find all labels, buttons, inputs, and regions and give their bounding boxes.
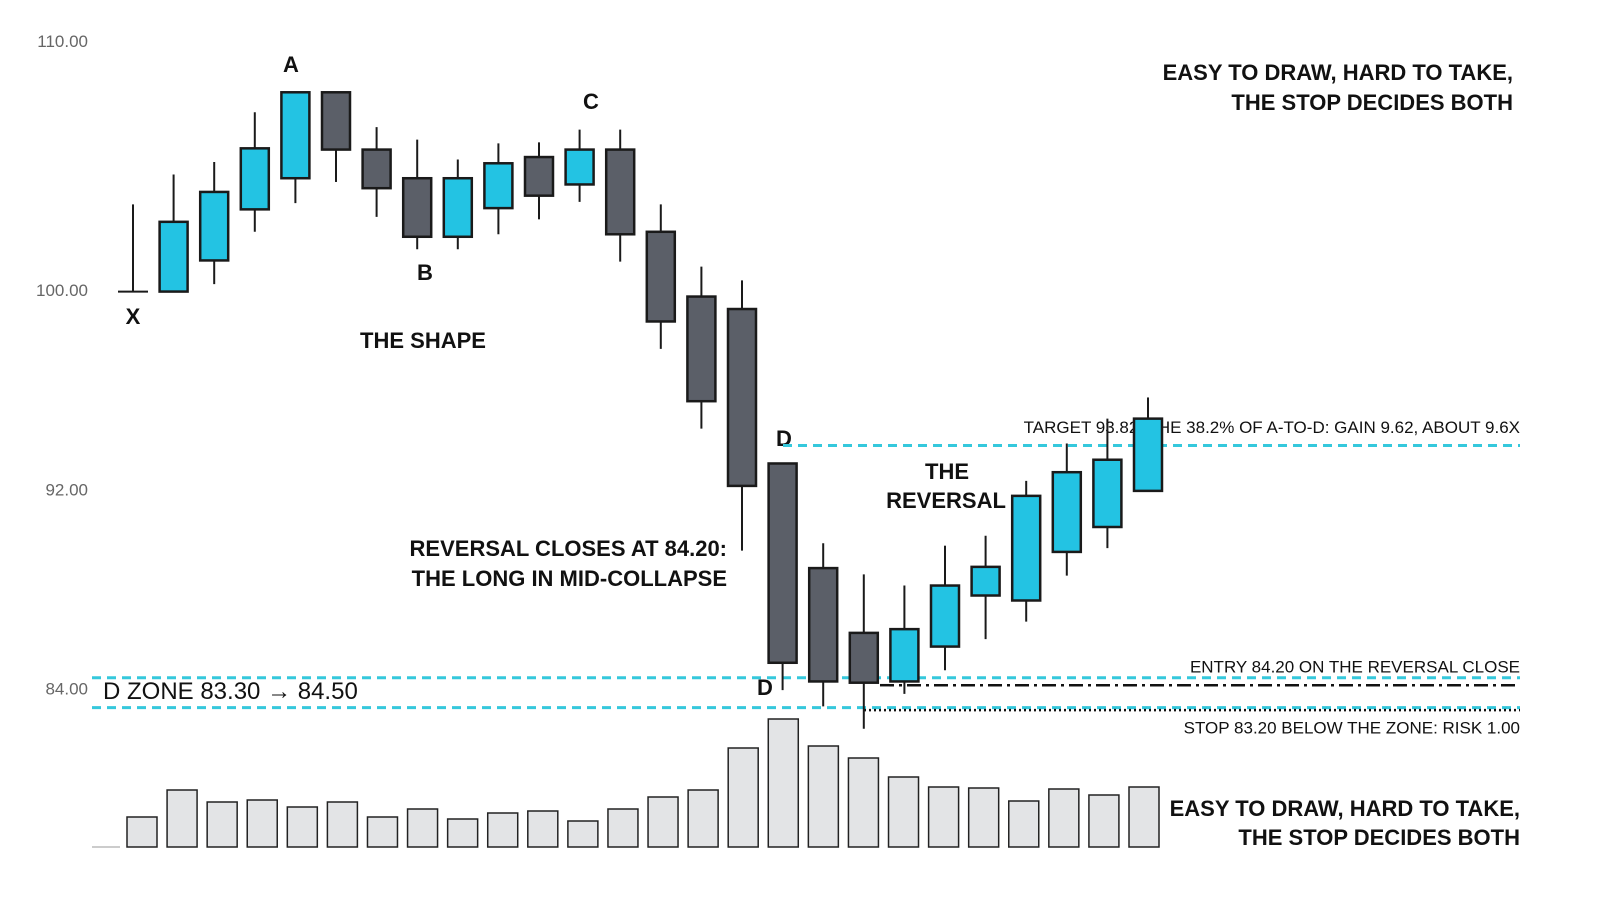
candle-body [807, 566, 839, 683]
volume-bar [807, 745, 840, 848]
volume-bar [647, 796, 679, 848]
candle-body [401, 176, 433, 239]
candle-body [929, 584, 961, 648]
volume-bar [206, 801, 238, 848]
volume-bar [967, 787, 1000, 848]
candle-body [848, 631, 880, 684]
point-label: B [417, 260, 433, 285]
candle-body [320, 91, 352, 151]
candle-body [1051, 470, 1083, 554]
volume-bar [286, 806, 319, 848]
candle-body [645, 230, 677, 323]
volume-bar [847, 757, 880, 848]
volume-bar [1048, 788, 1080, 848]
volume-bar [1088, 794, 1120, 848]
annotation: THE LONG IN MID-COLLAPSE [412, 566, 727, 591]
y-tick-label: 110.00 [37, 32, 88, 51]
volume-bar [887, 776, 920, 848]
volume-bar [166, 789, 198, 848]
volume-bar [727, 747, 759, 848]
volume-bar [1128, 786, 1160, 848]
zone-label: D ZONE 83.30 → 84.50 [103, 678, 358, 705]
volume-bar [486, 812, 519, 848]
candle-body [767, 462, 798, 665]
y-tick-label: 100.00 [36, 281, 88, 300]
candle-body [686, 295, 717, 403]
volume-bar [326, 801, 359, 848]
volume-bar [607, 808, 639, 848]
volume-bar [567, 820, 599, 848]
candle-body [442, 176, 474, 239]
y-tick-label: 92.00 [45, 480, 88, 499]
point-label: A [283, 52, 299, 77]
level-label: STOP 83.20 BELOW THE ZONE: RISK 1.00 [1184, 719, 1520, 738]
volume-bar [927, 786, 960, 848]
candle-body [158, 220, 189, 293]
point-label: D [757, 675, 773, 700]
candle-body [198, 190, 230, 262]
candle-body [726, 307, 758, 488]
volume-bar [527, 810, 559, 848]
candle-body [889, 627, 920, 683]
chart-title: EASY TO DRAW, HARD TO TAKE, [1163, 60, 1513, 85]
candle-body [604, 148, 636, 236]
candle-body [1132, 417, 1164, 493]
candle-body [564, 148, 595, 186]
candle-body [239, 147, 271, 211]
point-label: X [126, 304, 141, 329]
volume-bar [406, 808, 439, 848]
point-label: D [776, 426, 792, 451]
candle-body [483, 162, 514, 210]
footer-text: EASY TO DRAW, HARD TO TAKE, [1170, 796, 1520, 821]
annotation: THE [925, 459, 969, 484]
candle-body [1092, 458, 1123, 529]
volume-bar [366, 816, 399, 848]
annotation: THE SHAPE [360, 328, 486, 353]
volume-bar [246, 799, 278, 848]
volume-bar [126, 816, 158, 848]
chart-title: THE STOP DECIDES BOTH [1231, 90, 1513, 115]
candle-body [970, 565, 1001, 597]
y-tick-label: 84.00 [45, 680, 88, 699]
footer-text: THE STOP DECIDES BOTH [1238, 825, 1520, 850]
volume-bar [767, 718, 800, 848]
candle-body [523, 155, 555, 197]
point-label: C [583, 89, 599, 114]
volume-bar [687, 789, 719, 848]
annotation: REVERSAL CLOSES AT 84.20: [410, 536, 727, 561]
candle-body [1010, 494, 1042, 602]
annotation: REVERSAL [886, 488, 1006, 513]
candle-body [280, 91, 311, 180]
candle-body [361, 148, 392, 190]
level-label: ENTRY 84.20 ON THE REVERSAL CLOSE [1190, 658, 1520, 677]
volume-bar [1008, 800, 1040, 848]
volume-bar [446, 818, 479, 848]
level-label: TARGET 93.82, THE 38.2% OF A-TO-D: GAIN … [1024, 418, 1520, 437]
